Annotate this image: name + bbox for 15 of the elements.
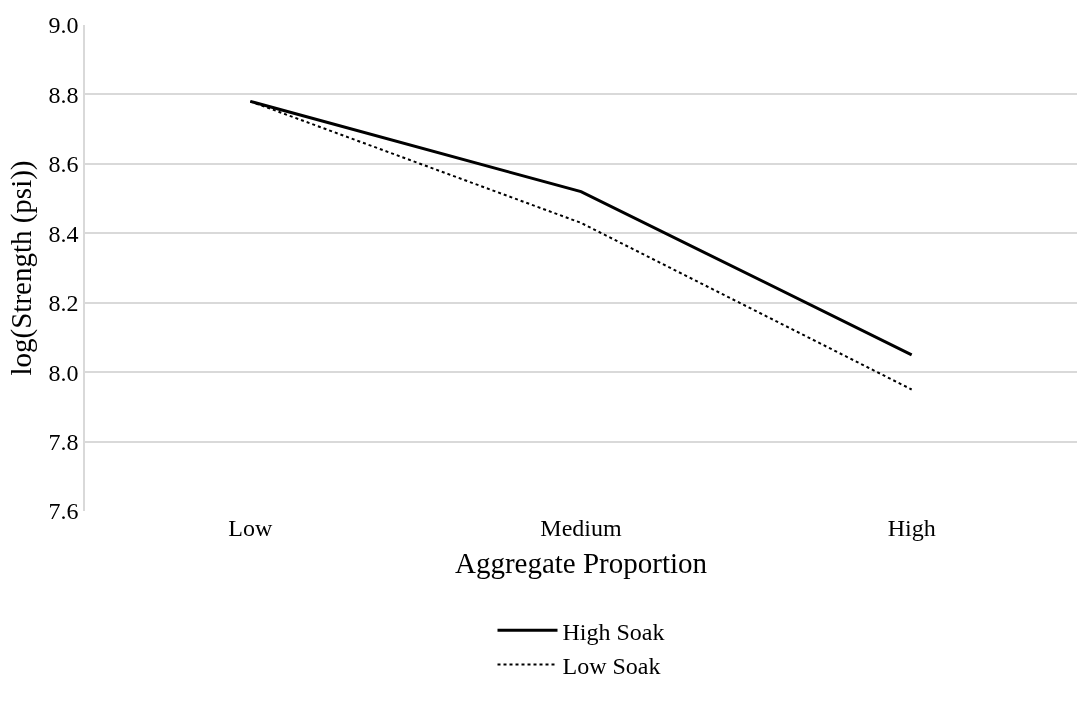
y-tick-label: 8.8 bbox=[48, 81, 79, 108]
legend-label: High Soak bbox=[562, 618, 665, 645]
x-tick-label: Medium bbox=[540, 515, 622, 541]
y-axis-title: log(Strength (psi)) bbox=[5, 160, 39, 376]
x-tick-label: High bbox=[887, 515, 936, 541]
y-tick-label: 8.4 bbox=[48, 220, 79, 247]
y-tick-label: 7.6 bbox=[48, 498, 79, 525]
y-tick-label: 8.2 bbox=[48, 290, 79, 317]
y-tick-label: 8.6 bbox=[48, 151, 79, 178]
y-tick-label: 7.8 bbox=[48, 428, 79, 455]
y-tick-label: 9.0 bbox=[48, 12, 79, 39]
x-tick-label: Low bbox=[228, 515, 273, 541]
y-tick-label: 8.0 bbox=[48, 359, 79, 386]
legend-label: Low Soak bbox=[562, 652, 661, 679]
x-axis-title: Aggregate Proportion bbox=[454, 546, 708, 579]
